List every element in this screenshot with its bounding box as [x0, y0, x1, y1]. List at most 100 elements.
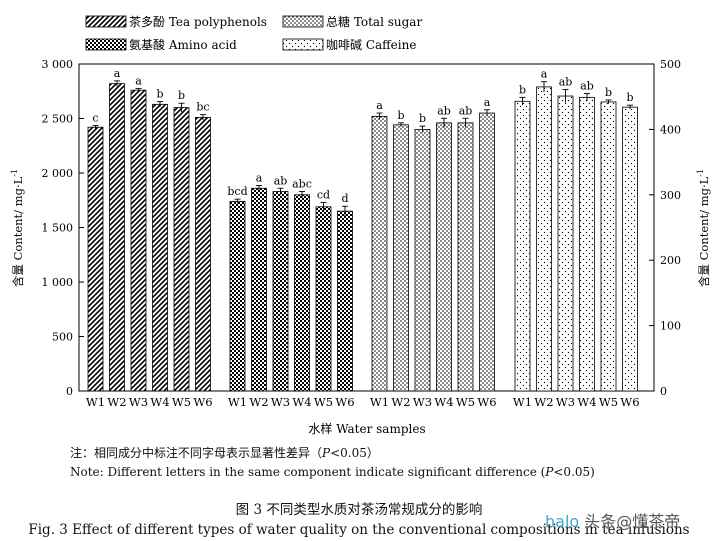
x-tick-label: W4	[292, 395, 311, 409]
significance-letter: a	[376, 99, 383, 112]
legend-item-tea: 茶多酚 Tea polyphenols	[85, 14, 267, 29]
y-tick-label-left: 0	[66, 385, 73, 398]
x-tick-label: W1	[370, 395, 389, 409]
bar-caffeine-w6	[622, 106, 638, 392]
bar-sugar-w2	[393, 124, 409, 392]
y-axis-label-right: 含量 Content/ mg·L-1	[696, 169, 711, 287]
bar-amino-w1	[229, 200, 246, 392]
bar-tea-w4	[152, 103, 168, 392]
significance-letter: b	[419, 112, 426, 125]
y-axis-label-right-sup: -1	[696, 169, 705, 177]
significance-letter: ab	[580, 79, 594, 92]
bar-caffeine-w5	[600, 101, 617, 392]
y-tick-label-right: 100	[660, 320, 681, 333]
y-tick-label-left: 2 500	[42, 113, 74, 126]
note-zh-p: P	[322, 446, 331, 460]
significance-letter: b	[178, 89, 185, 102]
significance-letter: d	[341, 192, 348, 205]
significance-letter: a	[484, 96, 491, 109]
watermark: halo 头条@懂茶帝	[545, 508, 680, 532]
x-tick-label: W4	[150, 395, 169, 409]
significance-letter: a	[541, 68, 548, 81]
x-tick-label: W6	[620, 395, 639, 409]
x-tick-label: W2	[249, 395, 268, 409]
y-axis-label-left: 含量 Content/ mg·L-1	[10, 169, 25, 287]
y-tick-label-right: 0	[660, 385, 667, 398]
svg-text:含量 Content/ mg·L-1: 含量 Content/ mg·L-1	[10, 169, 25, 287]
y-axis-label-left-text: 含量 Content/ mg·L	[11, 176, 25, 287]
bar-sugar-w6	[479, 112, 495, 392]
y-tick-label-right: 400	[660, 123, 681, 136]
bar-sugar-w4	[436, 122, 452, 392]
bar-caffeine-w1	[514, 100, 531, 392]
y-tick-label-right: 300	[660, 189, 681, 202]
bar-tea-w6	[195, 117, 211, 392]
x-tick-label: W5	[599, 395, 618, 409]
legend-label-sugar: 总糖 Total sugar	[326, 14, 422, 29]
x-tick-label: W6	[193, 395, 212, 409]
significance-letter: b	[397, 109, 404, 122]
bar-caffeine-w3	[557, 95, 574, 392]
legend-item-amino: 氨基酸 Amino acid	[85, 37, 237, 52]
watermark-part2: 头条@懂茶帝	[584, 512, 681, 531]
bar-amino-w5	[315, 206, 332, 392]
significance-letter: b	[519, 83, 526, 96]
significance-letter: ab	[274, 174, 288, 187]
legend-label-caffeine: 咖啡碱 Caffeine	[326, 37, 416, 52]
x-tick-label: W3	[556, 395, 575, 409]
significance-letter: a	[135, 75, 142, 88]
note-en-p: P	[545, 465, 554, 479]
chart: 茶多酚 Tea polyphenols 总糖 Total sugar 氨基酸 A…	[10, 14, 711, 436]
y-tick-label-right: 500	[660, 58, 681, 71]
tick-labels: 0 500 1 000 1 500 2 000 2 500 3 000 0 100 200 300 4…	[42, 58, 682, 409]
significance-letter: bc	[196, 101, 209, 114]
significance-letter: b	[156, 88, 163, 101]
x-tick-label: W1	[513, 395, 532, 409]
significance-letter: abc	[292, 178, 312, 191]
x-tick-label: W2	[391, 395, 410, 409]
bar-amino-w4	[294, 194, 310, 392]
significance-letter: b	[605, 86, 612, 99]
y-axis-label-left-sup: -1	[10, 169, 19, 177]
note-zh-prefix: 注：相同成分中标注不同字母表示显著性差异（	[70, 446, 323, 460]
y-tick-label-left: 2 000	[42, 167, 74, 180]
legend-item-caffeine: 咖啡碱 Caffeine	[282, 37, 416, 52]
y-tick-label-left: 1 000	[42, 276, 74, 289]
significance-letter: a	[256, 172, 263, 185]
x-tick-label: W1	[86, 395, 105, 409]
significance-letter: c	[92, 112, 98, 125]
x-tick-label: W3	[413, 395, 432, 409]
x-tick-label: W5	[314, 395, 333, 409]
significance-letter: b	[626, 91, 633, 104]
note-en-prefix: Note: Different letters in the same comp…	[70, 465, 546, 479]
bar-caffeine-w2	[536, 86, 552, 392]
caption-zh: 图 3 不同类型水质对茶汤常规成分的影响	[235, 502, 483, 518]
y-axis-label-right-text: 含量 Content/ mg·L	[697, 176, 711, 287]
watermark-part1: halo	[545, 512, 580, 531]
bar-caffeine-w4	[579, 96, 595, 392]
x-tick-label: W2	[534, 395, 553, 409]
bar-amino-w2	[251, 187, 267, 392]
y-tick-label-left: 3 000	[42, 58, 74, 71]
bar-sugar-w3	[414, 128, 431, 392]
legend-label-amino: 氨基酸 Amino acid	[129, 37, 237, 52]
significance-letter: ab	[437, 104, 451, 117]
bar-tea-w5	[173, 107, 190, 392]
x-tick-label: W5	[172, 395, 191, 409]
x-tick-label: W4	[577, 395, 596, 409]
note-zh: 注：相同成分中标注不同字母表示显著性差异（P<0.05）	[70, 444, 379, 461]
bar-amino-w6	[337, 210, 353, 392]
x-tick-label: W4	[434, 395, 453, 409]
bar-tea-w1	[87, 126, 104, 392]
caption-en: Fig. 3 Effect of different types of wate…	[28, 522, 690, 538]
x-tick-label: W5	[456, 395, 475, 409]
x-tick-label: W3	[129, 395, 148, 409]
y-tick-label-left: 1 500	[42, 222, 74, 235]
note-zh-suffix: <0.05）	[330, 446, 379, 460]
significance-letter: ab	[459, 104, 473, 117]
note-en-suffix: <0.05)	[553, 465, 595, 479]
svg-text:含量 Content/ mg·L-1: 含量 Content/ mg·L-1	[696, 169, 711, 287]
